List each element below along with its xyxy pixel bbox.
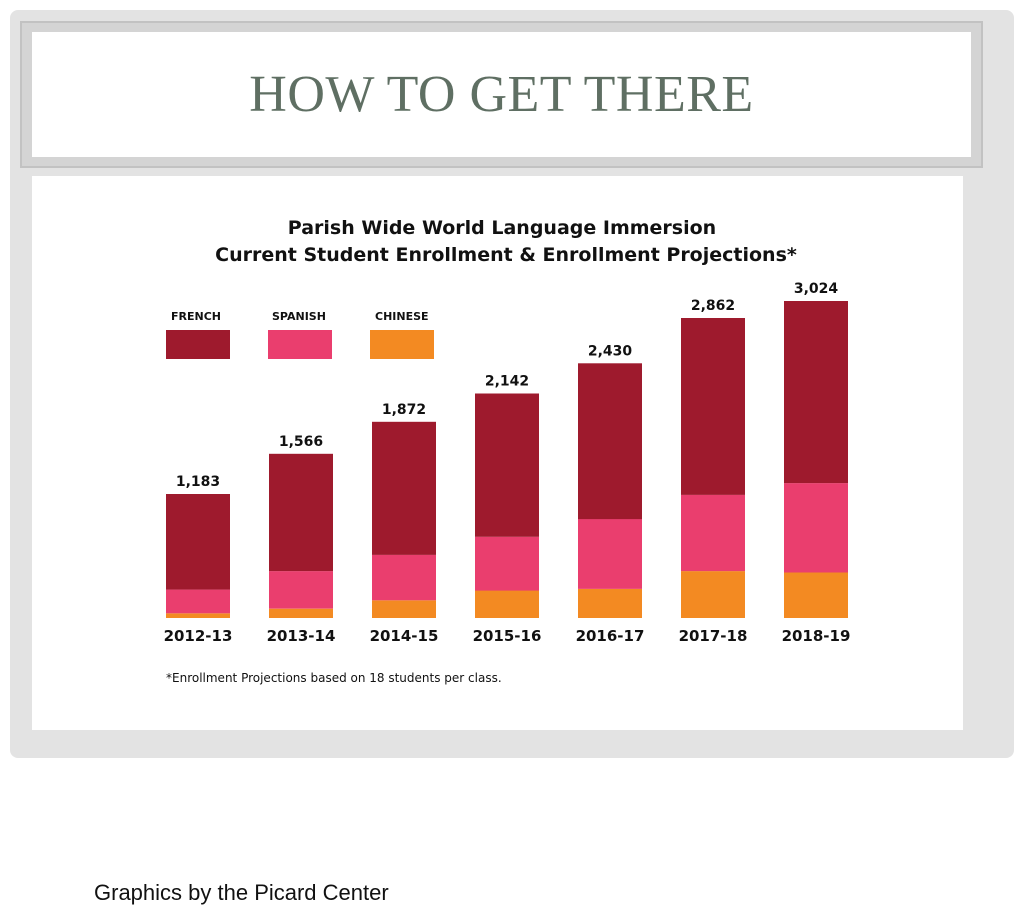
bar-french-2016-17 bbox=[578, 363, 642, 520]
total-label-2014-15: 1,872 bbox=[382, 402, 426, 418]
bar-chinese-2017-18 bbox=[681, 571, 745, 618]
bar-spanish-2018-19 bbox=[784, 483, 848, 573]
total-label-2017-18: 2,862 bbox=[691, 298, 735, 314]
slide-title: HOW TO GET THERE bbox=[249, 66, 754, 123]
x-label-2015-16: 2015-16 bbox=[473, 627, 542, 645]
bar-spanish-2013-14 bbox=[269, 571, 333, 609]
bar-spanish-2016-17 bbox=[578, 519, 642, 589]
title-box: HOW TO GET THERE bbox=[20, 21, 983, 168]
bar-chinese-2015-16 bbox=[475, 590, 539, 618]
chart-title: Parish Wide World Language Immersion bbox=[288, 217, 716, 239]
chart-footnote: *Enrollment Projections based on 18 stud… bbox=[166, 671, 502, 685]
chart-bars bbox=[166, 301, 848, 618]
total-label-2015-16: 2,142 bbox=[485, 374, 529, 390]
title-inner: HOW TO GET THERE bbox=[32, 32, 971, 157]
chart-subtitle: Current Student Enrollment & Enrollment … bbox=[215, 244, 797, 266]
bar-chinese-2016-17 bbox=[578, 589, 642, 618]
legend-label-chinese: CHINESE bbox=[375, 310, 429, 323]
credit-text: Graphics by the Picard Center bbox=[94, 880, 389, 905]
legend-swatch-spanish bbox=[268, 330, 332, 359]
x-label-2014-15: 2014-15 bbox=[370, 627, 439, 645]
legend-swatch-french bbox=[166, 330, 230, 359]
bar-french-2017-18 bbox=[681, 318, 745, 495]
legend-swatch-chinese bbox=[370, 330, 434, 359]
bar-chinese-2014-15 bbox=[372, 600, 436, 618]
total-label-2013-14: 1,566 bbox=[279, 434, 323, 450]
x-label-2013-14: 2013-14 bbox=[267, 627, 336, 645]
x-label-2017-18: 2017-18 bbox=[679, 627, 748, 645]
legend-label-french: FRENCH bbox=[171, 310, 221, 323]
bar-french-2018-19 bbox=[784, 301, 848, 484]
chart-total-labels: 1,183 1,566 1,872 2,142 2,430 2,862 3,024 bbox=[176, 281, 839, 490]
total-label-2016-17: 2,430 bbox=[588, 343, 633, 359]
total-label-2012-13: 1,183 bbox=[176, 474, 220, 490]
chart-x-axis-labels: 2012-13 2013-14 2014-15 2015-16 2016-17 2017-… bbox=[164, 627, 851, 645]
bar-chinese-2018-19 bbox=[784, 572, 848, 618]
bar-french-2012-13 bbox=[166, 494, 230, 590]
x-label-2016-17: 2016-17 bbox=[576, 627, 645, 645]
chart-panel: Parish Wide World Language Immersion Cur… bbox=[32, 176, 963, 905]
bar-chinese-2012-13 bbox=[166, 613, 230, 618]
bar-spanish-2017-18 bbox=[681, 494, 745, 572]
x-label-2018-19: 2018-19 bbox=[782, 627, 851, 645]
bar-chinese-2013-14 bbox=[269, 608, 333, 618]
chart-legend: FRENCH SPANISH CHINESE bbox=[166, 310, 434, 359]
stacked-bar-chart: Parish Wide World Language Immersion Cur… bbox=[164, 217, 851, 685]
bar-spanish-2012-13 bbox=[166, 589, 230, 614]
bar-spanish-2014-15 bbox=[372, 554, 436, 601]
legend-label-spanish: SPANISH bbox=[272, 310, 326, 323]
x-label-2012-13: 2012-13 bbox=[164, 627, 233, 645]
bar-french-2014-15 bbox=[372, 421, 436, 555]
bar-french-2015-16 bbox=[475, 393, 539, 537]
total-label-2018-19: 3,024 bbox=[794, 281, 839, 297]
bar-spanish-2015-16 bbox=[475, 536, 539, 591]
bar-french-2013-14 bbox=[269, 453, 333, 572]
